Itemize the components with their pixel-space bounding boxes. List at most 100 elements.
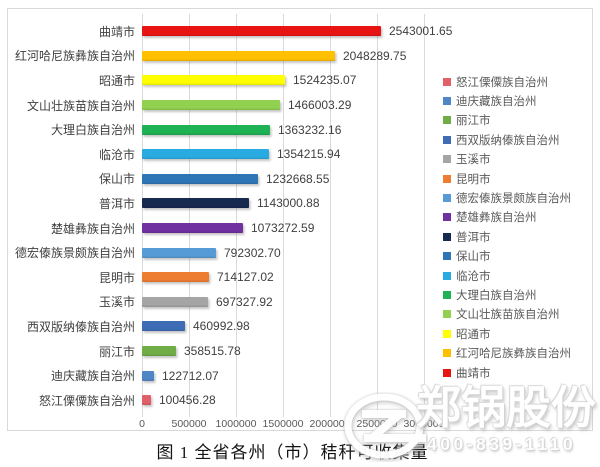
bar-row: 保山市 1232668.55 [8,167,453,192]
legend-marker-icon [443,368,451,377]
bar-row: 玉溪市 697327.92 [8,290,453,315]
category-label: 文山壮族苗族自治州 [26,98,135,113]
legend-item: 昆明市 [443,169,593,188]
category-label: 玉溪市 [98,295,135,310]
legend-marker-icon [443,349,451,358]
bar-row: 西双版纳傣族自治州 460992.98 [8,314,453,339]
bar-row: 文山壮族苗族自治州 1466003.29 [8,93,453,118]
bar [142,321,185,332]
bar-row: 德宏傣族景颇族自治州 792302.70 [8,240,453,265]
legend-label: 昭通市 [456,328,491,341]
category-label: 西双版纳傣族自治州 [26,319,135,334]
legend-marker-icon [443,329,451,338]
bar [142,100,280,111]
bar-row: 普洱市 1143000.88 [8,191,453,216]
legend-item: 玉溪市 [443,150,593,169]
category-label: 临沧市 [98,147,135,162]
legend-label: 怒江傈僳族自治州 [456,76,548,89]
value-label: 1073272.59 [251,221,315,236]
category-label: 红河哈尼族彝族自治州 [14,49,135,64]
bar-row: 昆明市 714127.02 [8,265,453,290]
value-label: 358515.78 [184,344,241,359]
bar [142,272,209,283]
gridline [189,14,190,417]
value-label: 1143000.88 [257,196,320,211]
legend-marker-icon [443,77,451,86]
gridline [142,14,143,417]
category-label: 昆明市 [98,270,135,285]
category-label: 昭通市 [98,73,135,88]
legend-label: 文山壮族苗族自治州 [456,309,560,322]
legend-marker-icon [443,135,451,144]
legend-item: 昭通市 [443,324,593,343]
legend-marker-icon [443,232,451,241]
category-label: 丽江市 [98,344,135,359]
category-label: 保山市 [98,172,135,187]
x-tick-label: 2000000 [309,418,351,430]
legend-item: 丽江市 [443,111,593,130]
legend-marker-icon [443,116,451,125]
legend-marker-icon [443,290,451,299]
value-label: 792302.70 [224,245,281,260]
legend-item: 西双版纳傣族自治州 [443,130,593,149]
value-label: 1363232.16 [278,122,342,137]
value-label: 1466003.29 [288,98,352,113]
gridline [424,14,425,417]
legend-marker-icon [443,271,451,280]
value-label: 122712.07 [162,368,219,383]
bar-row: 昭通市 1524235.07 [8,68,453,93]
bar [142,173,258,184]
bar [142,346,176,357]
bar [142,75,285,86]
legend-item: 曲靖市 [443,363,593,382]
legend-label: 保山市 [456,251,491,264]
bar [142,26,381,37]
category-label: 普洱市 [98,196,135,211]
legend-marker-icon [443,97,451,106]
legend-marker-icon [443,310,451,319]
bar-row: 红河哈尼族彝族自治州 2048289.75 [8,44,453,69]
legend-label: 玉溪市 [456,154,491,167]
legend-label: 普洱市 [456,231,491,244]
legend-marker-icon [443,174,451,183]
value-label: 1524235.07 [293,73,357,88]
legend-label: 昆明市 [456,173,491,186]
legend-item: 德宏傣族景颇族自治州 [443,188,593,207]
category-label: 德宏傣族景颇族自治州 [14,246,135,261]
value-label: 697327.92 [216,294,273,309]
bar [142,247,216,258]
bar-row: 丽江市 358515.78 [8,339,453,364]
legend: 怒江傈僳族自治州 迪庆藏族自治州 丽江市西双版纳傣族自治州玉溪市昆明市德宏傣族景颇族… [443,72,593,382]
legend-label: 迪庆藏族自治州 [456,96,537,109]
bar-row: 曲靖市 2543001.65 [8,19,453,44]
x-tick-label: 0 [139,418,145,430]
legend-label: 红河哈尼族彝族自治州 [456,348,571,361]
value-label: 460992.98 [193,319,250,334]
legend-label: 丽江市 [456,115,491,128]
gridline [283,14,284,417]
bar [142,124,270,135]
bar-row: 迪庆藏族自治州 122712.07 [8,363,453,388]
category-label: 迪庆藏族自治州 [50,369,135,384]
legend-label: 德宏傣族景颇族自治州 [456,193,571,206]
bar [142,198,249,209]
category-label: 楚雄彝族自治州 [50,221,135,236]
legend-label: 临沧市 [456,270,491,283]
legend-item: 保山市 [443,247,593,266]
legend-label: 楚雄彝族自治州 [456,212,537,225]
legend-item: 怒江傈僳族自治州 [443,72,593,91]
legend-marker-icon [443,252,451,261]
legend-item: 迪庆藏族自治州 [443,91,593,110]
legend-item: 大理白族自治州 [443,285,593,304]
gridline [236,14,237,417]
x-tick-label: 2500000 [356,418,398,430]
x-axis: 0 500000 1000000 1500000 2000000 2500000 30000… [8,418,468,433]
legend-label: 曲靖市 [456,367,491,380]
bar [142,50,335,61]
bar [142,370,154,381]
legend-label: 大理白族自治州 [456,289,537,302]
x-tick-label: 3000000 [403,418,445,430]
value-label: 1232668.55 [266,171,330,186]
bar [142,149,269,160]
bar-row: 楚雄彝族自治州 1073272.59 [8,216,453,241]
